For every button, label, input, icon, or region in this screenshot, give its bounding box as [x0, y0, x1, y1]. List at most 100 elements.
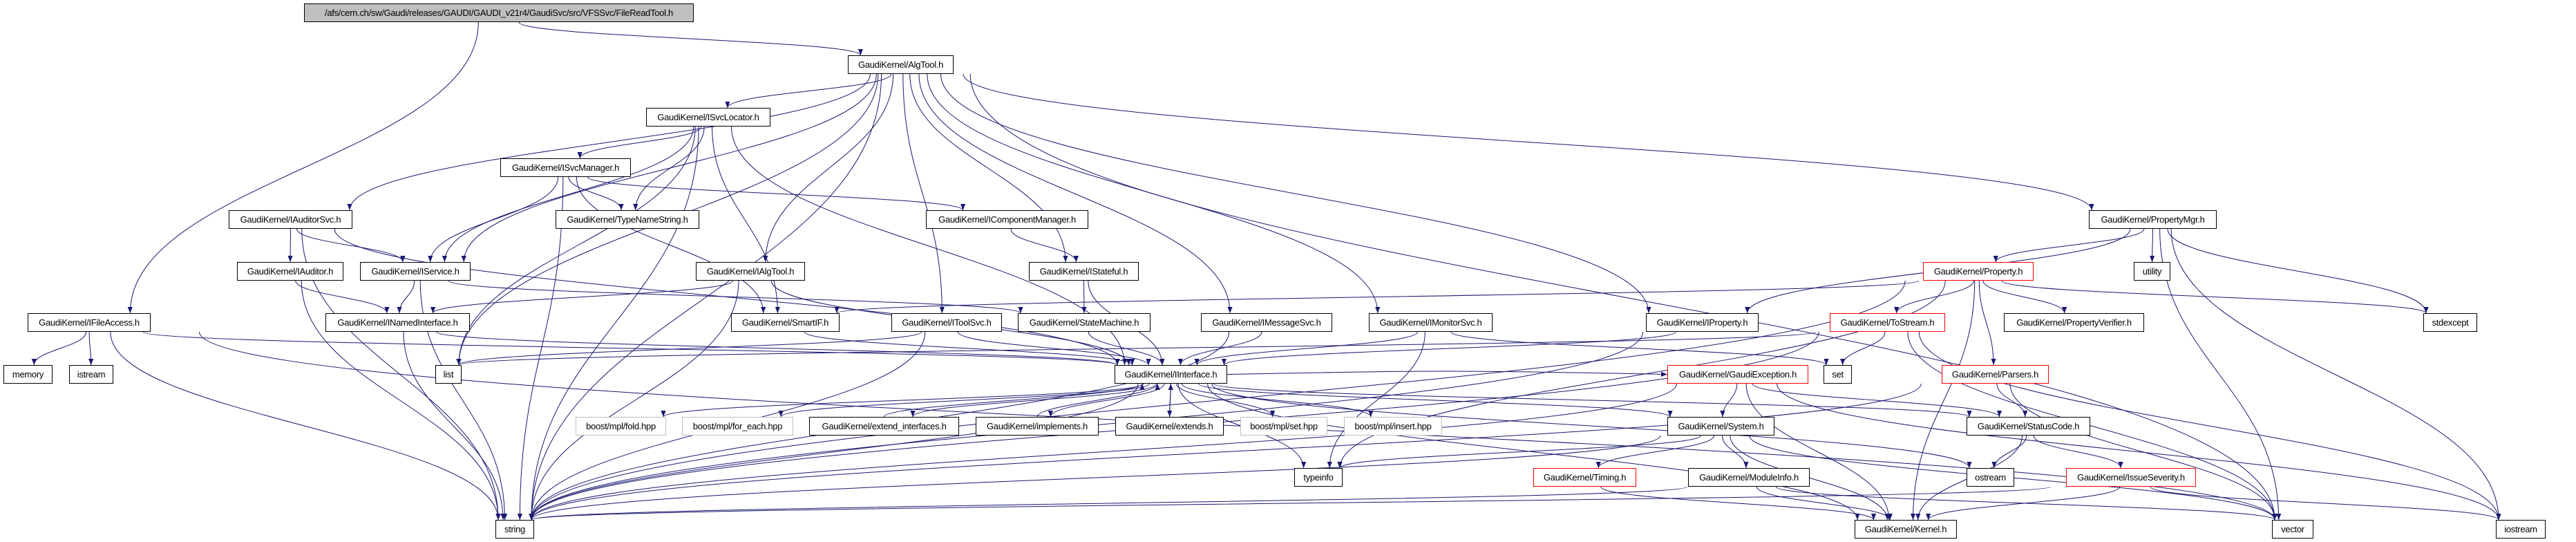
node-iauditorsvc[interactable]: GaudiKernel/IAuditorSvc.h: [229, 210, 352, 229]
edge-iinterface-to-statuscode: [1213, 383, 1972, 418]
node-inamedinterface[interactable]: GaudiKernel/INamedInterface.h: [325, 313, 470, 332]
edge-tostream-to-list: [457, 331, 1816, 366]
edge-isvcmanager-to-smartif: [576, 176, 766, 314]
node-timing[interactable]: GaudiKernel/Timing.h: [1533, 468, 1636, 487]
edge-iinterface-to-fold: [661, 383, 1144, 418]
edge-parsers-to-string: [529, 383, 1922, 521]
node-itoolsvc[interactable]: GaudiKernel/IToolSvc.h: [891, 313, 1002, 332]
node-istateful[interactable]: GaudiKernel/IStateful.h: [1029, 262, 1139, 281]
node-vector[interactable]: vector: [2272, 520, 2313, 539]
node-property[interactable]: GaudiKernel/Property.h: [1923, 262, 2034, 281]
node-propertymgr[interactable]: GaudiKernel/PropertyMgr.h: [2089, 210, 2217, 229]
node-implements[interactable]: GaudiKernel/implements.h: [976, 417, 1099, 436]
node-imessagesvc[interactable]: GaudiKernel/IMessageSvc.h: [1201, 313, 1332, 332]
node-iauditor[interactable]: GaudiKernel/IAuditor.h: [237, 262, 343, 281]
node-tostream[interactable]: GaudiKernel/ToStream.h: [1830, 313, 1945, 332]
node-ostream[interactable]: ostream: [1967, 468, 2014, 487]
node-typenamestring[interactable]: GaudiKernel/TypeNameString.h: [556, 210, 699, 229]
node-iproperty[interactable]: GaudiKernel/IProperty.h: [1646, 313, 1759, 332]
node-string[interactable]: string: [495, 520, 534, 539]
node-propertyverifier[interactable]: GaudiKernel/PropertyVerifier.h: [2004, 313, 2144, 332]
edge-system-to-typeinfo: [1337, 435, 1701, 469]
node-set[interactable]: set: [1824, 365, 1852, 384]
node-ifileaccess[interactable]: GaudiKernel/IFileAccess.h: [28, 313, 151, 332]
edge-system-to-moduleinfo: [1722, 435, 1749, 469]
edge-root-to-ifileaccess: [127, 21, 479, 314]
edge-ialgtool-to-inamedinterface: [430, 280, 733, 314]
node-imonitorsvc[interactable]: GaudiKernel/IMonitorSvc.h: [1369, 313, 1493, 332]
edge-algtool-to-isvclocator: [725, 73, 892, 109]
node-iostream[interactable]: iostream: [2496, 520, 2546, 539]
node-ialgtool[interactable]: GaudiKernel/IAlgTool.h: [696, 262, 805, 281]
node-istatemachine[interactable]: GaudiKernel/StateMachine.h: [1018, 313, 1150, 332]
node-kernel[interactable]: GaudiKernel/Kernel.h: [1855, 520, 1957, 539]
edge-gaudiexception-to-statuscode: [1752, 383, 2002, 418]
edge-iinterface-to-system: [1197, 383, 1673, 418]
node-isvclocator[interactable]: GaudiKernel/ISvcLocator.h: [646, 108, 770, 127]
edge-inamedinterface-to-string: [403, 331, 506, 521]
edge-imessagesvc-to-iinterface: [1177, 331, 1262, 366]
edge-parsers-to-statuscode: [1996, 383, 2028, 418]
edge-ialgtool-to-string: [529, 280, 739, 521]
edge-issueseverity-to-kernel: [1926, 486, 2121, 521]
node-moduleinfo[interactable]: GaudiKernel/ModuleInfo.h: [1688, 468, 1810, 487]
node-list[interactable]: list: [435, 365, 462, 384]
edge-ifileaccess-to-memory: [31, 331, 87, 366]
edge-iservice-to-inamedinterface: [397, 280, 415, 314]
node-smartif[interactable]: GaudiKernel/SmartIF.h: [731, 313, 840, 332]
edge-algtool-to-iproperty: [940, 73, 1651, 314]
node-statuscode[interactable]: GaudiKernel/StatusCode.h: [1967, 417, 2090, 436]
node-issueseverity[interactable]: GaudiKernel/IssueSeverity.h: [2066, 468, 2196, 487]
node-iinterface[interactable]: GaudiKernel/IInterface.h: [1115, 365, 1227, 384]
edge-isvcmanager-to-string: [517, 176, 564, 521]
edge-algtool-to-istateful: [909, 73, 1068, 263]
node-memory[interactable]: memory: [3, 365, 53, 384]
node-iservice[interactable]: GaudiKernel/IService.h: [360, 262, 471, 281]
edge-gaudiexception-to-string: [529, 383, 1677, 521]
edge-property-to-parsers: [1978, 280, 1996, 366]
edge-iproperty-to-iinterface: [1222, 331, 1676, 366]
node-istream[interactable]: istream: [69, 365, 113, 384]
edge-system-to-timing: [1595, 435, 1715, 469]
node-for-each[interactable]: boost/mpl/for_each.hpp: [682, 417, 793, 436]
node-isvcmanager[interactable]: GaudiKernel/ISvcManager.h: [500, 158, 631, 177]
edge-iservice-to-istatemachine: [448, 280, 1023, 314]
edge-isvcmanager-to-typenamestring: [568, 176, 624, 211]
edge-isvclocator-to-iservice: [442, 126, 694, 263]
node-extend-interfaces[interactable]: GaudiKernel/extend_interfaces.h: [809, 417, 959, 436]
node-system[interactable]: GaudiKernel/System.h: [1667, 417, 1774, 436]
node-typeinfo[interactable]: typeinfo: [1294, 468, 1343, 487]
edge-iinterface-to-gaudiexception: [1227, 371, 1668, 377]
node-set-hpp[interactable]: boost/mpl/set.hpp: [1240, 417, 1327, 436]
edge-implements-to-iinterface: [1036, 383, 1160, 418]
edge-extend_interfaces-to-iinterface: [884, 383, 1145, 418]
edge-isvclocator-to-typenamestring: [633, 126, 705, 211]
edge-isvcmanager-to-iservice: [428, 176, 559, 263]
node-insert-hpp[interactable]: boost/mpl/insert.hpp: [1344, 417, 1442, 436]
node-fold[interactable]: boost/mpl/fold.hpp: [576, 417, 666, 436]
edge-tostream-to-vector: [1907, 331, 2277, 521]
node-root[interactable]: /afs/cern.ch/sw/Gaudi/releases/GAUDI/GAU…: [304, 3, 694, 22]
edge-propertymgr-to-utility: [2150, 228, 2155, 263]
edge-algtool-to-vector: [969, 73, 2277, 521]
node-extends[interactable]: GaudiKernel/extends.h: [1115, 417, 1224, 436]
edge-propertymgr-to-property: [1993, 228, 2145, 263]
node-icomponentmanager[interactable]: GaudiKernel/IComponentManager.h: [926, 210, 1088, 229]
edge-timing-to-kernel: [1600, 486, 1876, 521]
edge-algtool-to-itoolsvc: [902, 73, 945, 314]
node-stdexcept[interactable]: stdexcept: [2423, 313, 2477, 332]
edge-iauditor-to-string: [301, 280, 501, 521]
node-algtool[interactable]: GaudiKernel/AlgTool.h: [848, 55, 954, 74]
edge-iinterface-to-extend_interfaces: [910, 383, 1157, 418]
edge-algtool-to-imessagesvc: [918, 73, 1233, 314]
edge-statuscode-to-issueseverity: [2033, 435, 2123, 469]
edge-statuscode-to-ostream: [1991, 435, 2027, 469]
node-parsers[interactable]: GaudiKernel/Parsers.h: [1942, 365, 2049, 384]
edge-root-to-algtool: [518, 21, 863, 56]
node-gaudiexception[interactable]: GaudiKernel/GaudiException.h: [1667, 365, 1808, 384]
edge-iinterface-to-insert_hpp: [1182, 383, 1374, 418]
node-utility[interactable]: utility: [2134, 262, 2170, 281]
edge-gaudiexception-to-system: [1720, 383, 1738, 418]
edge-tostream-to-set: [1840, 331, 1886, 366]
edge-iauditorsvc-to-iservice: [296, 228, 406, 263]
